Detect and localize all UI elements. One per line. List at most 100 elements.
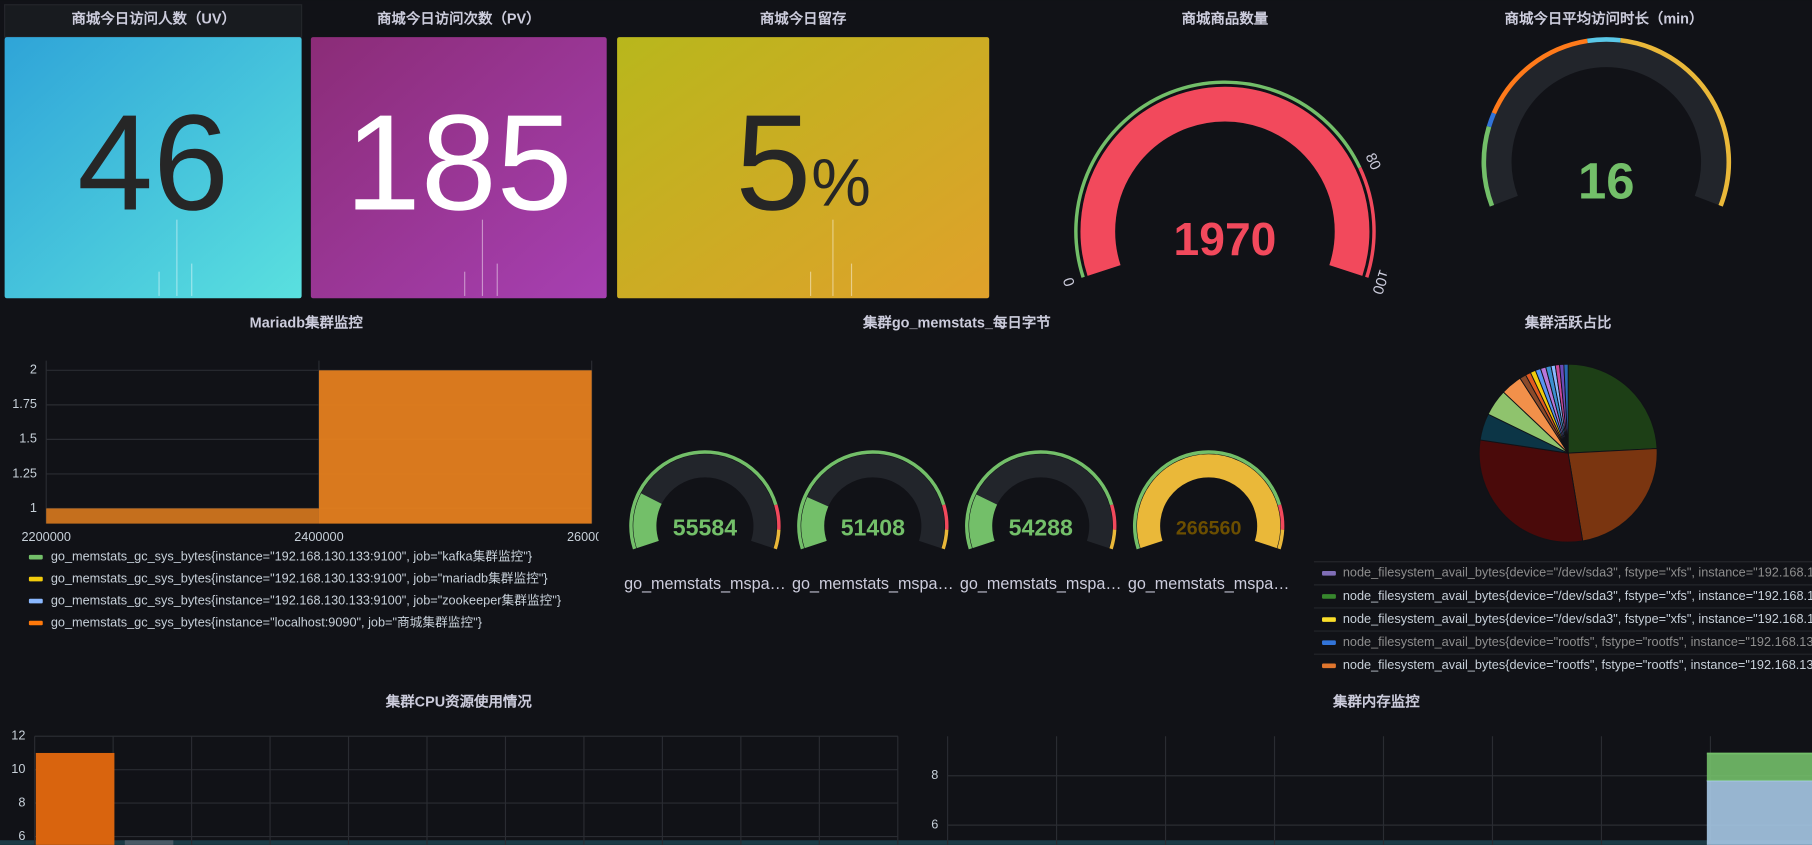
stat-unit: % [811,145,871,220]
legend-swatch [1322,594,1336,599]
gauge-value [1137,454,1281,549]
gauge-threshold [1587,37,1621,44]
gauge-threshold [1074,80,1362,278]
gauge-name: go_memstats_mspa… [960,575,1122,593]
pie-slice [1563,363,1569,454]
stat-background [617,37,990,299]
scrollbar [0,840,1812,845]
panel-title: 商城今日访问次数（PV） [377,10,541,28]
legend-label: go_memstats_gc_sys_bytes{instance="192.1… [51,548,533,563]
y-tick-label: 1.5 [19,431,37,446]
legend-label: go_memstats_gc_sys_bytes{instance="192.1… [51,570,549,585]
panel-title: 集群内存监控 [1332,693,1420,711]
legend-swatch [28,554,43,560]
legend-label: node_filesystem_avail_bytes{device="root… [1343,634,1812,649]
legend-label: node_filesystem_avail_bytes{device="root… [1343,657,1812,672]
stat-number: 46 [77,86,229,238]
y-tick-label: 8 [931,767,938,782]
gauge-threshold [942,504,949,530]
gauge-value-label: 266560 [1176,518,1242,540]
gauge-value [633,493,662,549]
gauge-threshold [797,450,946,550]
legend-label: node_filesystem_avail_bytes{device="/dev… [1343,565,1812,580]
stat-value: 5% [735,86,870,238]
stat-number: 185 [345,86,573,238]
panel-title: 商城商品数量 [1182,10,1269,28]
y-tick-label: 6 [931,816,938,831]
panel-title: 集群go_memstats_每日字节 [862,314,1051,332]
y-tick-label: 12 [11,728,25,743]
gauge-value-label: 55584 [673,515,737,541]
gauge-value [969,494,998,549]
y-tick-label: 1.75 [12,396,37,411]
y-tick-label: 2 [30,362,37,377]
gauge-threshold [774,504,781,530]
gauge-value-label: 54288 [1009,515,1073,541]
legend-swatch [28,620,43,626]
gauge-value-label: 51408 [841,515,905,541]
gauge-track [1483,39,1729,206]
stat-number: 5 [735,86,811,238]
stat-background [4,37,302,299]
gauge-threshold [1481,125,1495,207]
panel-header [4,4,303,38]
area [1706,753,1812,781]
gauge-threshold [1277,504,1285,530]
y-tick-label: 6 [18,828,25,843]
bar [46,508,319,524]
pie-slice [1478,439,1584,543]
gauge-name: go_memstats_mspa… [624,575,786,593]
legend-label: node_filesystem_avail_bytes{device="/dev… [1343,588,1812,603]
legend-swatch [1322,617,1336,622]
gauge-value [1080,86,1370,276]
legend-label: go_memstats_gc_sys_bytes{instance="192.1… [51,592,562,607]
legend-label: go_memstats_gc_sys_bytes{instance="local… [51,614,483,629]
legend-swatch [1322,640,1336,645]
pie-slice [1567,448,1658,542]
bar [35,752,115,845]
gauge-name: go_memstats_mspa… [1128,575,1290,593]
plot-area: 2200000 2400000 2600000 [21,360,599,544]
legend-swatch [1322,570,1336,576]
panel-title: 商城今日访问人数（UV） [71,10,235,28]
scrollbar-thumb[interactable] [124,840,174,845]
stat-background [310,37,607,299]
pie-slice [1567,363,1658,454]
gauge-threshold [1109,504,1117,530]
legend-swatch [28,576,43,582]
gauge-name: go_memstats_mspa… [792,575,954,593]
gauge-threshold [1277,529,1285,550]
gauge-threshold [1358,167,1376,278]
y-tick-label: 1.25 [12,465,37,480]
x-tick-label: 2200000 [21,529,70,544]
panel-title: 商城今日留存 [760,10,847,28]
gauge-threshold [1486,112,1497,128]
legend-swatch [1322,663,1336,669]
panel-title: 商城今日平均访问时长（min） [1505,10,1704,28]
gauge-value-label: 1970 [1174,213,1277,265]
gauge-threshold [1133,450,1282,550]
gauge-tick-label: 80 [1362,150,1384,172]
y-tick-label: 8 [18,794,25,809]
gauge-value-label: 16 [1578,152,1635,209]
stat-value: 46 [77,86,229,238]
gauge-threshold [1620,37,1732,207]
x-tick-label: 2400000 [294,529,343,544]
legend-label: node_filesystem_avail_bytes{device="/dev… [1343,611,1812,626]
gauge-threshold [941,529,949,550]
gauge-value [801,497,829,549]
legend-swatch [28,598,43,604]
panel-title: 集群CPU资源使用情况 [385,693,533,711]
gauge-threshold [629,450,778,550]
gauge-threshold [1491,38,1588,115]
bar [318,370,592,524]
gauge-threshold [773,529,781,550]
stat-value: 185 [345,86,573,238]
area [1706,780,1812,845]
y-tick-label: 1 [30,500,37,515]
gauge-threshold [1109,529,1117,550]
panel-title: Mariadb集群监控 [250,314,364,332]
panel-title: 集群活跃占比 [1524,314,1612,332]
